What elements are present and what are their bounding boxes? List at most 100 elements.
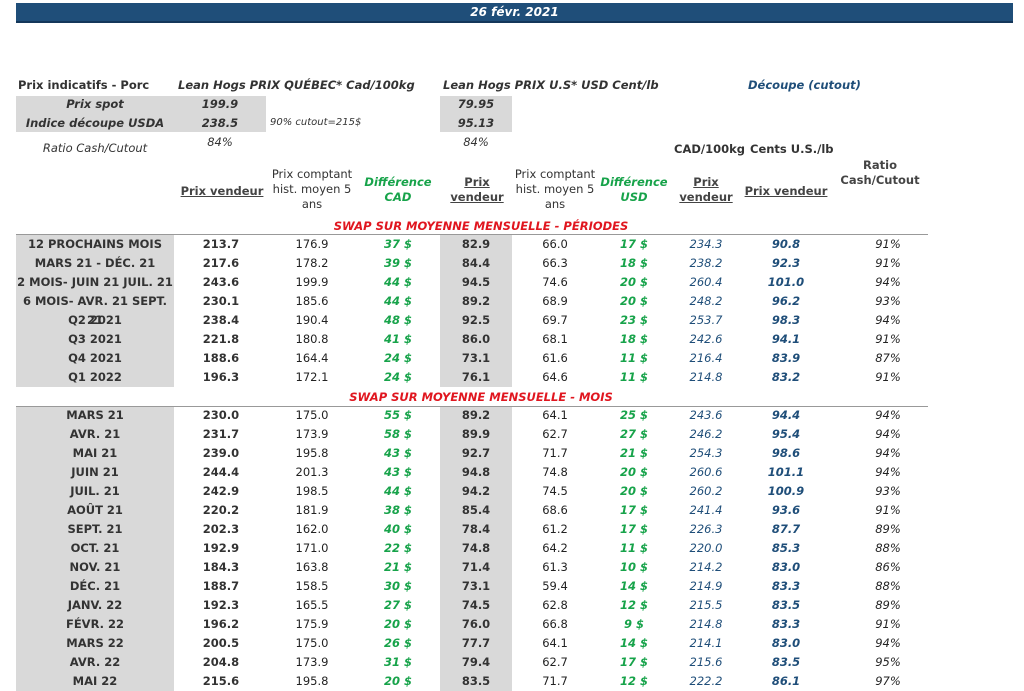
- cell-difference-usd: 10 $: [619, 560, 648, 574]
- cell-cutout-cad: 214.2: [689, 560, 723, 574]
- cell-cutout-cents: 101.1: [767, 465, 805, 479]
- cell-prix-comptant-cad: 195.8: [295, 446, 329, 460]
- cell-prix-vendeur-usd: 92.7: [461, 446, 491, 460]
- cell-difference-cad: 37 $: [383, 237, 412, 251]
- cell-prix-comptant-usd: 68.9: [542, 294, 568, 308]
- cell-prix-vendeur-cad: 242.9: [202, 484, 240, 498]
- cell-prix-comptant-usd: 61.3: [542, 560, 568, 574]
- cell-difference-cad: 44 $: [383, 275, 412, 289]
- cell-prix-vendeur-usd: 85.4: [461, 503, 491, 517]
- divider-months: [16, 406, 928, 407]
- cell-period-label: AVR. 22: [69, 655, 121, 669]
- label-decoupe-cutout: Découpe (cutout): [748, 78, 861, 92]
- cell-prix-comptant-usd: 74.5: [542, 484, 568, 498]
- cell-prix-vendeur-cad: 220.2: [202, 503, 240, 517]
- cell-prix-vendeur-cad: 239.0: [202, 446, 240, 460]
- cell-period-label: DÉC. 21: [69, 579, 121, 593]
- cell-difference-cad: 24 $: [383, 351, 412, 365]
- cell-cutout-cents: 94.4: [771, 408, 801, 422]
- cell-period-label: SEPT. 21: [67, 522, 123, 536]
- cell-prix-comptant-usd: 66.0: [542, 237, 568, 251]
- table-row: Q1 2022 196.3 172.1 24 $ 76.1 64.6 11 $ 214.8 83…: [16, 368, 946, 387]
- header-ratio-cash-cutout: Ratio Cash/Cutout: [840, 158, 920, 187]
- cell-prix-vendeur-usd: 89.2: [461, 294, 491, 308]
- cell-prix-comptant-cad: 164.4: [295, 351, 329, 365]
- cell-prix-comptant-usd: 64.1: [542, 636, 568, 650]
- cell-prix-vendeur-usd: 89.9: [461, 427, 491, 441]
- cell-prix-vendeur-cad: 196.2: [202, 617, 240, 631]
- indice-note: 90% cutout=215$: [270, 117, 362, 128]
- cell-difference-usd: 25 $: [619, 408, 648, 422]
- cell-difference-cad: 43 $: [383, 446, 412, 460]
- cell-difference-cad: 43 $: [383, 465, 412, 479]
- cell-difference-cad: 58 $: [383, 427, 412, 441]
- cell-prix-comptant-cad: 158.5: [295, 579, 329, 593]
- cell-ratio: 94%: [875, 313, 901, 327]
- table-row: AOÛT 21 220.2 181.9 38 $ 85.4 68.6 17 $ 241.4 93…: [16, 501, 946, 520]
- cell-cutout-cents: 95.4: [771, 427, 801, 441]
- cell-prix-vendeur-cad: 202.3: [202, 522, 240, 536]
- cell-difference-usd: 11 $: [619, 351, 648, 365]
- table-row: Q2 2021 238.4 190.4 48 $ 92.5 69.7 23 $ 253.7 98…: [16, 311, 946, 330]
- cell-cutout-cents: 90.8: [771, 237, 801, 251]
- cell-prix-vendeur-usd: 78.4: [461, 522, 491, 536]
- cell-period-label: JUIN 21: [71, 465, 119, 479]
- cell-prix-comptant-cad: 171.0: [295, 541, 329, 555]
- months-label-column-bg: [16, 407, 174, 691]
- cell-cutout-cents: 87.7: [771, 522, 801, 536]
- cell-prix-vendeur-cad: 243.6: [202, 275, 240, 289]
- cell-prix-vendeur-usd: 83.5: [461, 674, 491, 688]
- table-row: JANV. 22 192.3 165.5 27 $ 74.5 62.8 12 $ 215.5 8…: [16, 596, 946, 615]
- cell-prix-comptant-usd: 66.3: [542, 256, 568, 270]
- table-row: MARS 21 230.0 175.0 55 $ 89.2 64.1 25 $ 243.6 94…: [16, 406, 946, 425]
- cell-difference-cad: 27 $: [383, 598, 412, 612]
- cell-prix-vendeur-usd: 73.1: [461, 351, 491, 365]
- spot-index-us-background: [440, 96, 512, 132]
- banner-date: 26 févr. 2021: [470, 5, 559, 19]
- cell-prix-comptant-cad: 175.0: [295, 408, 329, 422]
- cell-period-label: MAI 21: [72, 446, 118, 460]
- cell-cutout-cents: 93.6: [771, 503, 801, 517]
- cell-period-label: AVR. 21: [69, 427, 121, 441]
- cell-difference-usd: 14 $: [619, 636, 648, 650]
- cell-difference-cad: 41 $: [383, 332, 412, 346]
- ratio-qc-value: 84%: [207, 135, 233, 149]
- cell-cutout-cad: 242.6: [689, 332, 723, 346]
- table-row: AVR. 22 204.8 173.9 31 $ 79.4 62.7 17 $ 215.6 83…: [16, 653, 946, 672]
- cell-difference-usd: 14 $: [619, 579, 648, 593]
- cell-cutout-cents: 86.1: [771, 674, 801, 688]
- cell-prix-comptant-usd: 68.6: [542, 503, 568, 517]
- cell-ratio: 89%: [875, 522, 901, 536]
- cell-cutout-cad: 246.2: [689, 427, 723, 441]
- cell-difference-usd: 17 $: [619, 503, 648, 517]
- cell-prix-vendeur-cad: 217.6: [202, 256, 240, 270]
- cell-difference-cad: 21 $: [383, 560, 412, 574]
- cell-period-label: Q4 2021: [68, 351, 122, 365]
- cell-difference-cad: 39 $: [383, 256, 412, 270]
- cell-period-label: JANV. 22: [67, 598, 123, 612]
- cell-difference-cad: 44 $: [383, 294, 412, 308]
- cell-prix-vendeur-cad: 244.4: [202, 465, 240, 479]
- cell-prix-comptant-cad: 199.9: [295, 275, 329, 289]
- cell-ratio: 91%: [875, 256, 901, 270]
- cell-prix-vendeur-usd: 71.4: [461, 560, 491, 574]
- cell-prix-comptant-cad: 185.6: [295, 294, 329, 308]
- cell-cutout-cad: 248.2: [689, 294, 723, 308]
- cell-cutout-cents: 94.1: [771, 332, 801, 346]
- cell-difference-cad: 44 $: [383, 484, 412, 498]
- cell-ratio: 94%: [875, 446, 901, 460]
- cell-cutout-cents: 96.2: [771, 294, 801, 308]
- cell-prix-comptant-cad: 173.9: [295, 427, 329, 441]
- cell-ratio: 93%: [875, 484, 901, 498]
- cell-prix-comptant-usd: 64.6: [542, 370, 568, 384]
- cell-cutout-cents: 83.2: [771, 370, 801, 384]
- cell-ratio: 93%: [875, 294, 901, 308]
- cell-difference-cad: 40 $: [383, 522, 412, 536]
- cell-prix-vendeur-cad: 230.0: [202, 408, 240, 422]
- cell-prix-comptant-cad: 180.8: [295, 332, 329, 346]
- table-row: MAI 21 239.0 195.8 43 $ 92.7 71.7 21 $ 254.3 98.…: [16, 444, 946, 463]
- cell-difference-usd: 20 $: [619, 484, 648, 498]
- cell-ratio: 91%: [875, 617, 901, 631]
- cell-prix-comptant-cad: 173.9: [295, 655, 329, 669]
- cell-difference-usd: 20 $: [619, 294, 648, 308]
